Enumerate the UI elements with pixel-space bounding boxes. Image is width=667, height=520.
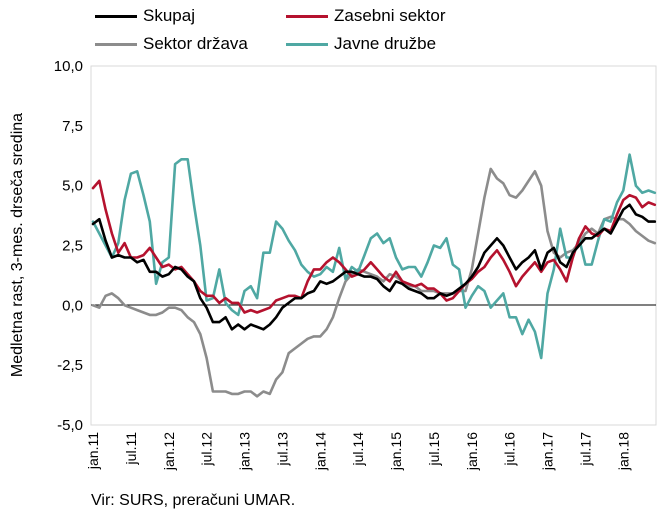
plot-frame [90, 65, 657, 426]
legend-item-javne-druzbe: Javne družbe [286, 34, 436, 54]
legend-item-skupaj: Skupaj [95, 6, 195, 26]
x-tick-label: jul.15 [426, 432, 442, 467]
legend-swatch-skupaj [95, 14, 137, 18]
series-line-zasebni-sektor [91, 179, 657, 314]
legend-swatch-zasebni-sektor [286, 14, 328, 18]
x-tick-labels: jan.11 jul.11 jan.12 jul.12 jan.13 jul.13 jan.… [85, 432, 631, 471]
x-tick-label: jan.17 [540, 432, 556, 471]
y-axis-label: Medletna rast, 3-mes. drseča sredina [9, 112, 26, 378]
y-tick-label: -5,0 [57, 417, 83, 434]
x-tick-label: jul.12 [199, 432, 215, 467]
x-tick-label: jan.12 [161, 432, 177, 471]
series-line-javne-družbe [91, 153, 657, 360]
legend-item-sektor-drzava: Sektor država [95, 34, 248, 54]
legend-label-sektor-drzava: Sektor država [143, 34, 248, 53]
y-tick-label: 2,5 [62, 238, 83, 255]
legend-swatch-sektor-drzava [95, 42, 137, 46]
x-tick-label: jul.13 [274, 432, 290, 467]
series-lines [91, 153, 657, 398]
y-tick-labels: -5,0 -2,5 0,0 2,5 5,0 7,5 10,0 [54, 58, 83, 434]
x-tick-label: jul.14 [350, 432, 366, 467]
x-tick-label: jan.13 [237, 432, 253, 471]
x-tick-label: jan.11 [85, 432, 101, 470]
y-tick-label: -2,5 [57, 357, 83, 374]
legend-item-zasebni-sektor: Zasebni sektor [286, 6, 446, 26]
legend: Skupaj Zasebni sektor Sektor država Javn… [0, 4, 667, 56]
x-tick-label: jul.17 [577, 432, 593, 467]
x-tick-label: jul.11 [123, 432, 139, 466]
series-line-sektor-država [91, 167, 657, 398]
legend-label-zasebni-sektor: Zasebni sektor [334, 6, 446, 25]
legend-label-javne-druzbe: Javne družbe [334, 34, 437, 53]
x-tick-label: jan.18 [615, 432, 631, 471]
y-tick-label: 10,0 [54, 58, 83, 75]
x-tick-label: jul.16 [502, 432, 518, 467]
x-tick-label: jan.14 [312, 432, 328, 471]
legend-swatch-javne-druzbe [286, 42, 328, 46]
legend-label-skupaj: Skupaj [143, 6, 195, 25]
x-tick-label: jan.16 [464, 432, 480, 471]
y-tick-label: 5,0 [62, 178, 83, 195]
x-tick-label: jan.15 [388, 432, 404, 471]
y-tick-label: 7,5 [62, 118, 83, 135]
y-tick-label: 0,0 [62, 297, 83, 314]
series-line-skupaj [91, 203, 657, 331]
source-note: Vir: SURS, preračuni UMAR. [91, 492, 296, 509]
